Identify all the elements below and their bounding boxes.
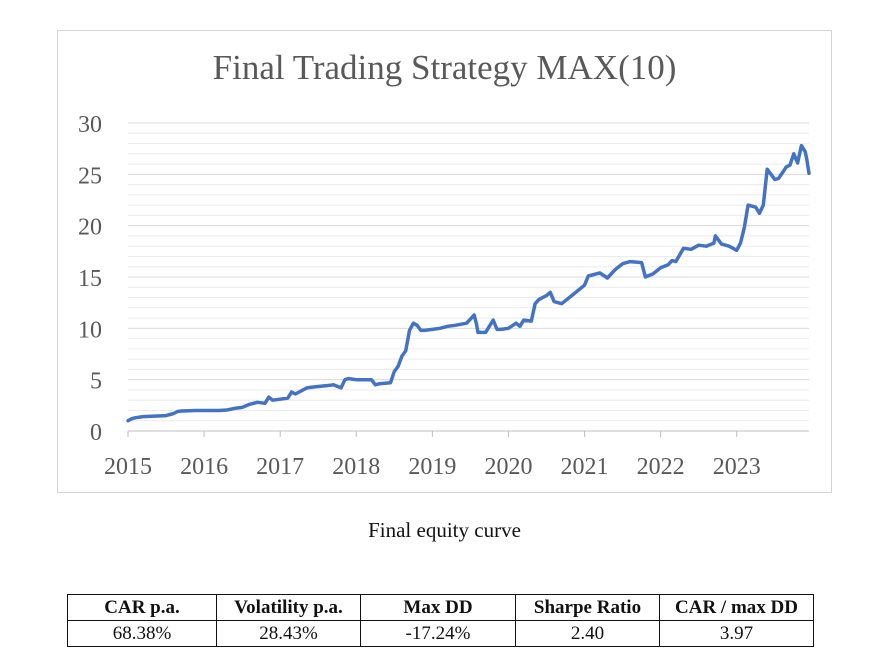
figure-caption: Final equity curve (368, 518, 521, 542)
x-tick-label: 2015 (104, 454, 152, 480)
value-sharpe: 2.40 (515, 620, 660, 647)
y-tick-label: 5 (90, 369, 102, 395)
x-tick-label: 2022 (637, 454, 685, 480)
x-tick-label: 2020 (484, 454, 532, 480)
x-tick-label: 2021 (561, 454, 609, 480)
x-tick-label: 2019 (408, 454, 456, 480)
stats-value-row: 68.38% 28.43% -17.24% 2.40 3.97 (67, 620, 814, 647)
chart-area: 0 5 10 15 20 25 30 2015 2016 2017 2018 2019 2020 2021… (57, 30, 832, 493)
value-car: 68.38% (67, 620, 217, 647)
y-tick-label: 30 (78, 112, 102, 138)
header-car: CAR p.a. (67, 594, 217, 621)
y-tick-label: 15 (78, 266, 102, 292)
x-tick-label: 2017 (256, 454, 304, 480)
x-tick-label: 2016 (180, 454, 228, 480)
stats-table: CAR p.a. Volatility p.a. Max DD Sharpe R… (67, 594, 814, 647)
y-tick-label: 0 (90, 420, 102, 446)
header-car-max-dd: CAR / max DD (659, 594, 814, 621)
header-max-dd: Max DD (360, 594, 516, 621)
equity-chart: 0 5 10 15 20 25 30 2015 2016 2017 2018 2019 2020 2021… (78, 112, 811, 480)
value-max-dd: -17.24% (360, 620, 516, 647)
y-tick-label: 10 (78, 317, 102, 343)
stats-header-row: CAR p.a. Volatility p.a. Max DD Sharpe R… (67, 594, 814, 621)
value-car-max-dd: 3.97 (659, 620, 814, 647)
x-tick-label: 2018 (332, 454, 380, 480)
y-tick-label: 20 (78, 215, 102, 241)
chart-title: Final Trading Strategy MAX(10) (212, 48, 677, 87)
series-line (126, 143, 811, 423)
header-sharpe: Sharpe Ratio (515, 594, 660, 621)
y-tick-label: 25 (78, 163, 102, 189)
header-volatility: Volatility p.a. (216, 594, 361, 621)
value-volatility: 28.43% (216, 620, 361, 647)
x-tick-label: 2023 (713, 454, 761, 480)
